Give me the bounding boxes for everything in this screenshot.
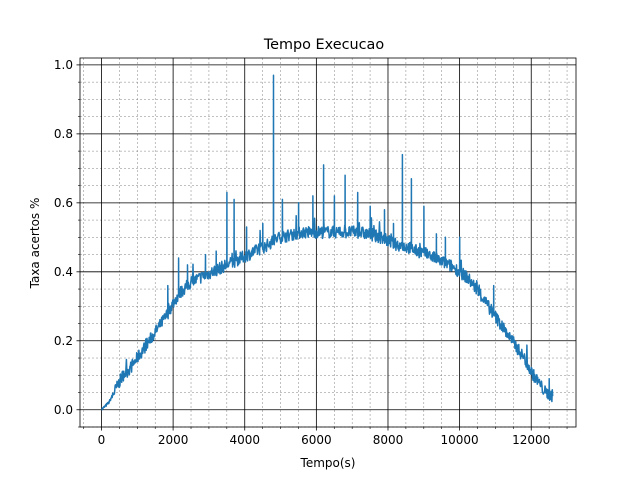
y-tick-label: 0.8 (54, 127, 73, 141)
x-tick-label: 8000 (373, 433, 404, 447)
y-tick-label: 0.6 (54, 196, 73, 210)
x-axis-ticks: 0 2000 4000 6000 8000 10000 12000 (83, 427, 568, 447)
y-tick-label: 0.4 (54, 265, 73, 279)
x-tick-label: 10000 (441, 433, 479, 447)
series-line (101, 74, 554, 411)
y-tick-label: 0.0 (54, 403, 73, 417)
y-axis-ticks: 0.0 0.2 0.4 0.6 0.8 1.0 (54, 58, 80, 428)
y-tick-label: 1.0 (54, 58, 73, 72)
x-tick-label: 12000 (512, 433, 550, 447)
x-tick-label: 2000 (158, 433, 189, 447)
y-axis-label: Taxa acertos % (28, 198, 42, 290)
chart-title: Tempo Execucao (263, 37, 385, 53)
y-tick-label: 0.2 (54, 334, 73, 348)
x-tick-label: 6000 (301, 433, 332, 447)
x-tick-label: 4000 (229, 433, 260, 447)
x-tick-label: 0 (98, 433, 106, 447)
x-axis-label: Tempo(s) (300, 456, 356, 470)
series-layer (101, 74, 554, 411)
plot-frame (79, 57, 577, 428)
